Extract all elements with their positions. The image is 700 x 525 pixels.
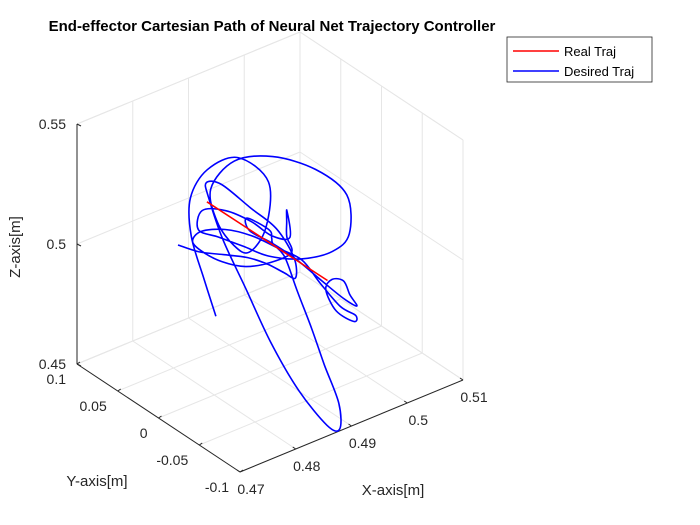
wall-y-grid-z-2 — [76, 31, 301, 125]
x-tick-label-1: 0.48 — [293, 458, 320, 474]
z-tick-mark-0 — [76, 363, 82, 367]
wall-x-grid-z-1 — [299, 151, 464, 261]
floor-grid-y-1 — [199, 352, 423, 446]
x-tick-mark-0 — [236, 469, 241, 473]
y-axis-label: Y-axis[m] — [66, 473, 127, 490]
y-tick-mark-4 — [76, 361, 81, 365]
legend-box — [506, 36, 653, 83]
legend-label-desired: Desired Traj — [564, 64, 634, 79]
y-tick-mark-1 — [198, 442, 203, 446]
wall-x-grid-z-2 — [299, 31, 464, 141]
floor-grid-y-2 — [158, 325, 382, 419]
axis-lines — [76, 123, 464, 473]
z-tick-label-2: 0.55 — [39, 116, 66, 132]
legend: Real Traj Desired Traj — [506, 36, 653, 83]
y-tick-label-3: 0.05 — [80, 398, 107, 414]
x-axis-label: X-axis[m] — [362, 482, 425, 499]
x-tick-mark-2 — [348, 423, 352, 427]
chart-title: End-effector Cartesian Path of Neural Ne… — [49, 18, 496, 35]
z-tick-mark-2 — [76, 123, 82, 127]
y-tick-label-1: -0.05 — [156, 452, 188, 468]
x-tick-mark-3 — [403, 400, 408, 404]
x-tick-mark-1 — [292, 446, 297, 450]
z-tick-mark-1 — [76, 243, 82, 247]
x-tick-mark-4 — [459, 377, 464, 381]
floor-grid-y-3 — [117, 298, 341, 392]
series-line-real-traj — [206, 201, 328, 282]
grid-lines — [76, 31, 464, 473]
x-tick-label-4: 0.51 — [460, 389, 487, 405]
x-tick-label-3: 0.5 — [409, 412, 429, 428]
data-series — [177, 155, 358, 432]
legend-label-real: Real Traj — [564, 44, 616, 59]
wall-y-grid-z-0 — [76, 271, 301, 365]
wall-x-grid-z-0 — [299, 271, 464, 381]
series-line-desired-traj — [177, 155, 358, 432]
y-tick-mark-3 — [117, 388, 122, 392]
wall-y-grid-z-1 — [76, 151, 301, 245]
y-tick-label-2: 0 — [140, 425, 148, 441]
y-tick-mark-0 — [239, 469, 244, 473]
z-axis-label: Z-axis[m] — [7, 216, 24, 278]
x-tick-label-0: 0.47 — [237, 481, 264, 497]
y-tick-label-0: -0.1 — [205, 479, 229, 495]
x-tick-label-2: 0.49 — [349, 435, 376, 451]
tick-labels: 0.47 0.48 0.49 0.5 0.51 -0.1 -0.05 0 0.05 0.10.45… — [39, 116, 488, 497]
y-tick-label-4: 0.1 — [47, 371, 67, 387]
z-tick-label-1: 0.5 — [47, 236, 67, 252]
z-tick-label-0: 0.45 — [39, 356, 66, 372]
y-tick-mark-2 — [158, 415, 162, 419]
